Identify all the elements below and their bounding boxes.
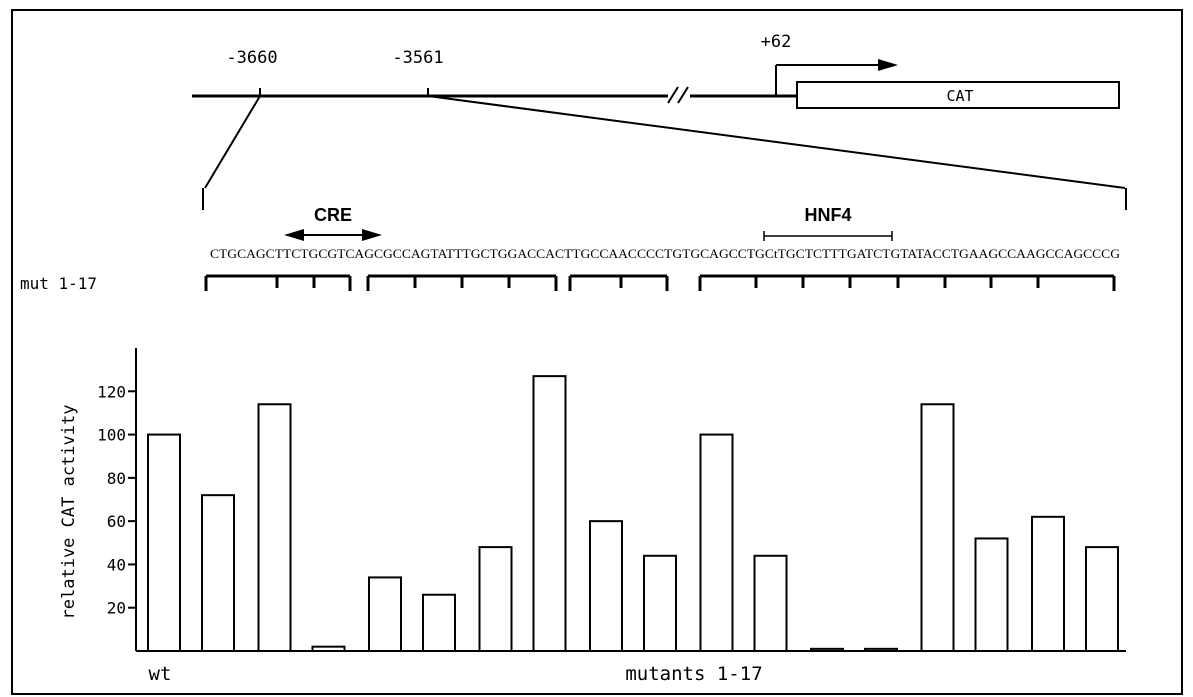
y-tick-label-60: 60 [107,512,126,531]
bar-mutant-4 [368,576,402,653]
cre-arrowhead-right [362,229,382,241]
promoter-sequence: CTGCAGCTTCTGCGTCAGCGCCAGTATTTGCTGGACCACT… [210,246,1120,261]
bar-mutant-3 [311,645,346,653]
position-label-minus-3561: -3561 [392,48,443,68]
bar-wt [147,433,181,653]
bar-mutant-8 [589,520,623,653]
x-label-wt: wt [149,663,172,685]
bar-mutant-13 [864,647,898,652]
bar-mutant-7 [532,375,567,652]
bar-mutant-1 [201,494,235,652]
cat-reporter-label: CAT [946,87,973,105]
y-tick-label-20: 20 [107,599,126,618]
promoter-construct: -3660 -3561 +62 CAT [192,32,1127,210]
figure-frame [11,9,1183,695]
bars [147,375,1119,653]
position-label-minus-3660: -3660 [226,48,277,68]
mutants-row-label: mut 1-17 [20,274,97,293]
bar-mutant-6 [478,546,513,652]
bar-mutant-10 [699,433,734,653]
sequence-region: CRE HNF4 CTGCAGCTTCTGCGTCAGCGCCAGTATTTGC… [20,205,1120,293]
break-mark-2 [677,86,689,104]
bar-mutant-11 [753,554,788,652]
bar-mutant-16 [1031,515,1065,652]
zoom-line-right [427,95,1126,189]
bar-mutant-15 [974,537,1009,653]
y-tick-label-100: 100 [97,426,126,445]
y-axis-label: relative CAT activity [59,405,79,620]
bar-mutant-2 [257,403,292,652]
cre-arrowhead-left [284,229,304,241]
y-tick-label-120: 120 [97,382,126,401]
y-tick-label-80: 80 [107,469,126,488]
cat-reporter-box [796,81,1120,109]
x-label-mutants: mutants 1-17 [625,663,762,685]
hnf4-label: HNF4 [804,205,851,225]
mutant-brackets [204,274,1116,291]
bar-mutant-17 [1085,546,1119,652]
transcription-start-arrowhead [878,59,898,71]
break-mark-1 [667,86,679,104]
bar-mutant-9 [643,554,677,652]
bar-mutant-5 [422,593,456,653]
zoom-line-left [204,95,261,189]
bar-mutant-12 [810,647,844,652]
cre-label: CRE [314,205,352,225]
y-tick-label-40: 40 [107,555,126,574]
y-axis-ticks: 20 40 60 80 100 120 [97,382,136,618]
position-label-plus-62: +62 [761,32,792,52]
bar-mutant-14 [920,403,955,652]
